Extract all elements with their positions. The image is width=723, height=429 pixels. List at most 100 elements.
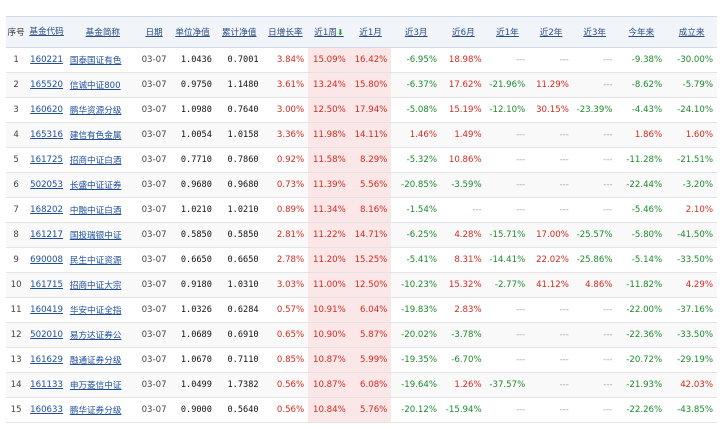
cell-fund-code[interactable]: 168202 <box>26 197 67 223</box>
cell-fund-code[interactable]: 160620 <box>26 97 67 123</box>
cell-fund-name-link[interactable]: 国泰国证有色 <box>69 56 122 66</box>
cell-fund-code-link[interactable]: 161715 <box>30 280 63 290</box>
cell-fund-code[interactable]: 165316 <box>26 122 67 148</box>
cell-1-week: 11.20% <box>308 247 350 273</box>
col-header-1-month[interactable]: 近1月 <box>349 16 392 48</box>
cell-fund-code[interactable]: 165520 <box>26 72 67 98</box>
col-header-1-week-label: 近1周 <box>314 28 337 38</box>
cell-fund-name-link[interactable]: 招商中证大宗 <box>69 281 122 291</box>
cell-daily-growth: 0.92% <box>262 147 309 173</box>
cell-fund-name-link[interactable]: 信诚中证800 <box>69 81 121 91</box>
cell-date: 03-07 <box>138 347 170 373</box>
cell-fund-code[interactable]: 160419 <box>26 297 67 323</box>
col-header-fund-code[interactable]: 基金代码 <box>26 16 67 48</box>
cell-fund-name-link[interactable]: 易方达证券公 <box>69 331 122 341</box>
col-header-daily-growth[interactable]: 日增长率 <box>262 16 309 48</box>
cell-since-inception: -33.50% <box>666 247 717 273</box>
cell-since-inception: -21.51% <box>666 147 717 173</box>
col-header-ytd[interactable]: 今年来 <box>616 16 667 48</box>
cell-unit-nav: 1.0210 <box>169 197 216 223</box>
cell-fund-name[interactable]: 华安中证全指 <box>66 297 139 323</box>
cell-fund-name-link[interactable]: 华安中证全指 <box>69 306 122 316</box>
table-row: 13 161629 融通证券分级 03-07 1.0670 0.7110 0.85% 10.8… <box>6 347 717 373</box>
cell-fund-code[interactable]: 161715 <box>26 272 67 298</box>
cell-fund-name-link[interactable]: 融通证券分级 <box>69 356 122 366</box>
cell-fund-code-link[interactable]: 165520 <box>30 80 63 90</box>
cell-fund-name[interactable]: 招商中证白酒 <box>66 147 139 173</box>
col-header-3-year[interactable]: 近3年 <box>572 16 617 48</box>
col-header-6-month[interactable]: 近6月 <box>441 16 486 48</box>
cell-6-month: 10.86% <box>441 147 486 173</box>
cell-1-month: 5.56% <box>349 172 392 198</box>
cell-3-year: 4.86% <box>572 272 617 298</box>
cell-fund-code[interactable]: 160633 <box>26 397 67 423</box>
col-header-unit-nav[interactable]: 单位净值 <box>169 16 216 48</box>
cell-fund-code-link[interactable]: 690008 <box>30 255 63 265</box>
cell-fund-name[interactable]: 鹏华资源分级 <box>66 97 139 123</box>
cell-fund-code-link[interactable]: 160633 <box>30 405 63 415</box>
cell-1-week: 10.91% <box>308 297 350 323</box>
cell-fund-code-link[interactable]: 161629 <box>30 355 63 365</box>
cell-fund-name-link[interactable]: 建信有色金属 <box>69 131 122 141</box>
cell-fund-name-link[interactable]: 申万菱信中证 <box>69 381 122 391</box>
cell-fund-name-link[interactable]: 中融中证白酒 <box>69 206 122 216</box>
cell-since-inception: 2.10% <box>666 197 717 223</box>
cell-1-month: 5.76% <box>349 397 392 423</box>
cell-fund-code-link[interactable]: 168202 <box>30 205 63 215</box>
cell-fund-name[interactable]: 鹏华证券分级 <box>66 397 139 423</box>
cell-3-month: -19.64% <box>391 372 442 398</box>
cell-fund-name-link[interactable]: 招商中证白酒 <box>69 156 122 166</box>
col-header-1-year[interactable]: 近1年 <box>485 16 530 48</box>
cell-acc-nav: 0.7640 <box>215 97 263 123</box>
cell-fund-name-link[interactable]: 鹏华证券分级 <box>69 406 122 416</box>
cell-fund-code-link[interactable]: 161725 <box>30 155 63 165</box>
col-header-date[interactable]: 日期 <box>138 16 170 48</box>
cell-1-month: 8.29% <box>349 147 392 173</box>
cell-fund-code-link[interactable]: 165316 <box>30 130 63 140</box>
cell-fund-code-link[interactable]: 502010 <box>30 330 63 340</box>
cell-fund-name[interactable]: 长盛中证证券 <box>66 172 139 198</box>
cell-fund-code[interactable]: 502010 <box>26 322 67 348</box>
cell-fund-name[interactable]: 建信有色金属 <box>66 122 139 148</box>
cell-fund-code[interactable]: 161133 <box>26 372 67 398</box>
cell-fund-code-link[interactable]: 161217 <box>30 230 63 240</box>
cell-fund-name-link[interactable]: 国投瑞银中证 <box>69 231 122 241</box>
cell-fund-code-link[interactable]: 160221 <box>30 55 63 65</box>
cell-unit-nav: 1.0436 <box>169 47 216 73</box>
col-header-2-year[interactable]: 近2年 <box>529 16 573 48</box>
cell-fund-name-link[interactable]: 长盛中证证券 <box>69 181 122 191</box>
cell-date: 03-07 <box>138 197 170 223</box>
cell-fund-code-link[interactable]: 502053 <box>30 180 63 190</box>
cell-fund-code[interactable]: 161725 <box>26 147 67 173</box>
cell-fund-name[interactable]: 中融中证白酒 <box>66 197 139 223</box>
col-header-since-inception[interactable]: 成立来 <box>666 16 717 48</box>
cell-fund-name[interactable]: 信诚中证800 <box>66 72 139 98</box>
cell-fund-name[interactable]: 招商中证大宗 <box>66 272 139 298</box>
cell-fund-code-link[interactable]: 160620 <box>30 105 63 115</box>
col-header-1-week[interactable]: 近1周⬇ <box>308 16 350 48</box>
col-header-acc-nav[interactable]: 累计净值 <box>215 16 263 48</box>
cell-fund-code[interactable]: 690008 <box>26 247 67 273</box>
cell-fund-name[interactable]: 融通证券分级 <box>66 347 139 373</box>
cell-fund-name-link[interactable]: 鹏华资源分级 <box>69 106 122 116</box>
cell-fund-name[interactable]: 国泰国证有色 <box>66 47 139 73</box>
table-row: 12 502010 易方达证券公 03-07 1.0689 0.6910 0.65% 10.9… <box>6 322 717 348</box>
cell-index: 7 <box>6 197 27 223</box>
cell-fund-code-link[interactable]: 160419 <box>30 305 63 315</box>
cell-fund-code[interactable]: 160221 <box>26 47 67 73</box>
cell-index: 10 <box>6 272 27 298</box>
cell-fund-name[interactable]: 易方达证券公 <box>66 322 139 348</box>
cell-index: 15 <box>6 397 27 423</box>
cell-fund-code[interactable]: 161629 <box>26 347 67 373</box>
col-header-fund-name[interactable]: 基金简称 <box>66 16 139 48</box>
cell-fund-code-link[interactable]: 161133 <box>30 380 63 390</box>
cell-fund-name[interactable]: 民生中证资源 <box>66 247 139 273</box>
cell-1-week: 10.90% <box>308 322 350 348</box>
cell-fund-code[interactable]: 502053 <box>26 172 67 198</box>
cell-unit-nav: 1.0980 <box>169 97 216 123</box>
cell-fund-name-link[interactable]: 民生中证资源 <box>69 256 122 266</box>
cell-fund-name[interactable]: 国投瑞银中证 <box>66 222 139 248</box>
col-header-3-month[interactable]: 近3月 <box>391 16 442 48</box>
cell-fund-code[interactable]: 161217 <box>26 222 67 248</box>
cell-fund-name[interactable]: 申万菱信中证 <box>66 372 139 398</box>
